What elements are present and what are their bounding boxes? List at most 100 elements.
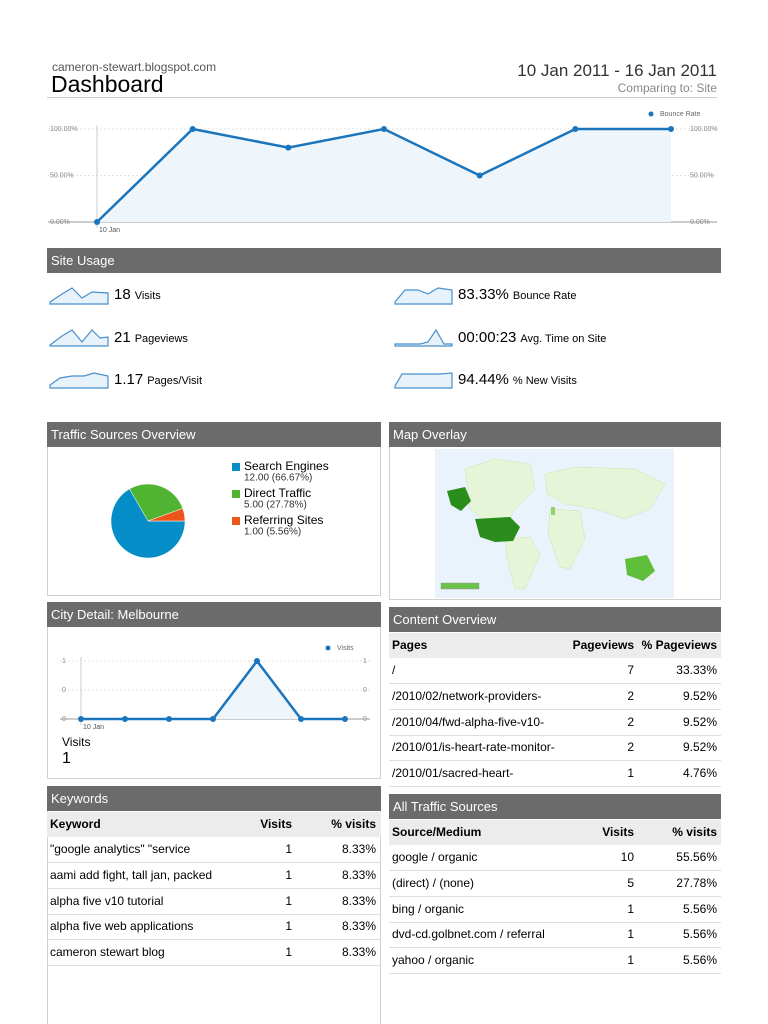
x-tick-label: 10 Jan — [99, 227, 120, 234]
table-cell: aami add fight, tall jan, packed — [50, 867, 213, 882]
y-tick-label: 100.00% — [690, 126, 718, 133]
column-header: Keyword — [50, 817, 101, 831]
legend-label: Bounce Rate — [660, 111, 701, 118]
legend-label: Referring Sites — [244, 513, 323, 527]
row-divider — [47, 913, 381, 915]
header-rule — [47, 97, 717, 98]
comparing-label: Comparing to: Site — [617, 81, 717, 95]
x-tick-label: 10 Jan — [83, 724, 104, 731]
row-divider — [47, 939, 381, 941]
legend-label: Direct Traffic — [244, 486, 311, 500]
metric-value: 1.17 — [114, 371, 144, 388]
table-cell: yahoo / organic — [392, 953, 475, 968]
metric-value: 83.33% — [458, 286, 509, 303]
point — [342, 716, 348, 722]
row-divider — [389, 973, 721, 975]
point — [210, 716, 216, 722]
table-cell: /2010/02/network-providers- — [392, 688, 542, 703]
table-cell: /2010/01/is-heart-rate-monitor- — [392, 740, 555, 755]
table-cell: (direct) / (none) — [392, 875, 475, 890]
table-cell: 2 — [627, 714, 634, 729]
panel-header: All Traffic Sources — [389, 794, 721, 819]
sparkline — [49, 287, 109, 305]
eurasia — [544, 466, 666, 520]
row-divider — [389, 870, 721, 871]
table-cell: google / organic — [392, 850, 478, 864]
map-legend — [440, 582, 480, 590]
table-cell: 9.52% — [682, 688, 717, 703]
column-header: % visits — [672, 825, 717, 839]
row-divider — [47, 887, 381, 889]
table-cell: 5.56% — [682, 953, 717, 968]
panel-header: Map Overlay — [389, 422, 721, 447]
metric: 00:00:23 Avg. Time on Site — [458, 329, 606, 347]
point — [166, 716, 172, 722]
pie-slice — [110, 488, 186, 559]
united-states — [475, 517, 520, 542]
legend-swatch — [232, 490, 240, 498]
column-header-row — [389, 820, 721, 845]
y-tick-label: 50.00% — [50, 172, 74, 179]
panel-header: Keywords — [47, 786, 381, 811]
date-range: 10 Jan 2011 - 16 Jan 2011 — [517, 61, 717, 80]
column-header: Visits — [260, 817, 292, 831]
point — [78, 716, 84, 722]
legend-marker — [648, 111, 654, 117]
table-cell: 9.52% — [682, 740, 717, 755]
table-cell: 2 — [627, 740, 634, 755]
panel-header: Site Usage — [47, 248, 721, 273]
y-tick-label: 1 — [62, 658, 66, 665]
table-cell: /2010/01/sacred-heart- — [392, 766, 514, 781]
column-header: Visits — [602, 825, 634, 839]
table-cell: 8.33% — [341, 919, 376, 934]
table-cell: 8.33% — [341, 945, 376, 960]
sparkline — [394, 328, 453, 347]
table-cell: "google analytics" "service — [50, 842, 191, 856]
value-label: 12.00 (66.67%) — [244, 473, 312, 484]
legend-label: Visits — [337, 645, 354, 652]
bounce-rate-chart: 0.00% 0.00%50.00% 50.00%100.00% 100.00%10 J… — [48, 111, 718, 234]
column-header: Pageviews — [572, 638, 634, 652]
row-divider — [389, 760, 721, 762]
table-cell: 27.78% — [676, 875, 717, 890]
table-cell: 1 — [285, 945, 292, 960]
point — [381, 126, 387, 132]
row-divider — [47, 862, 381, 863]
table-cell: 1 — [627, 901, 634, 916]
table-cell: 1 — [627, 953, 634, 968]
panel-header: Traffic Sources Overview — [47, 422, 381, 447]
australia — [625, 555, 655, 581]
y-tick-label: 0 — [62, 687, 66, 694]
y-tick-label: 0 — [363, 687, 367, 694]
point — [122, 716, 128, 722]
row-divider — [389, 947, 721, 949]
site-name: cameron-stewart.blogspot.com — [52, 60, 217, 74]
table-cell: 1 — [285, 893, 292, 908]
point — [572, 126, 579, 132]
column-header-row — [47, 812, 381, 837]
metric-value: 94.44% — [458, 371, 509, 388]
column-header: % visits — [331, 817, 376, 831]
metric-value: 00:00:23 — [458, 329, 517, 346]
table-cell: /2010/04/fwd-alpha-five-v10- — [392, 714, 545, 729]
sparklines — [49, 287, 453, 389]
sparkline — [394, 372, 453, 389]
legend-marker — [325, 645, 331, 651]
metric: 1.17 Pages/Visit — [114, 371, 202, 389]
uk — [551, 507, 555, 515]
world-map — [435, 449, 674, 598]
legend-swatch — [232, 517, 240, 525]
metric-label: % New Visits — [512, 375, 577, 387]
table-cell: 1 — [627, 766, 634, 781]
table-cell: / — [392, 663, 396, 677]
table-cell: 9.52% — [682, 714, 717, 729]
column-header: Source/Medium — [392, 825, 482, 839]
table-cell: 8.33% — [341, 842, 376, 856]
column-header-row — [389, 633, 721, 658]
table-cell: alpha five v10 tutorial — [50, 893, 164, 908]
metric: 18 Visits — [114, 286, 161, 304]
area — [81, 661, 345, 719]
metric-value: 18 — [114, 286, 131, 303]
summary-label: Visits — [62, 735, 91, 749]
table-cell: alpha five web applications — [50, 919, 194, 934]
